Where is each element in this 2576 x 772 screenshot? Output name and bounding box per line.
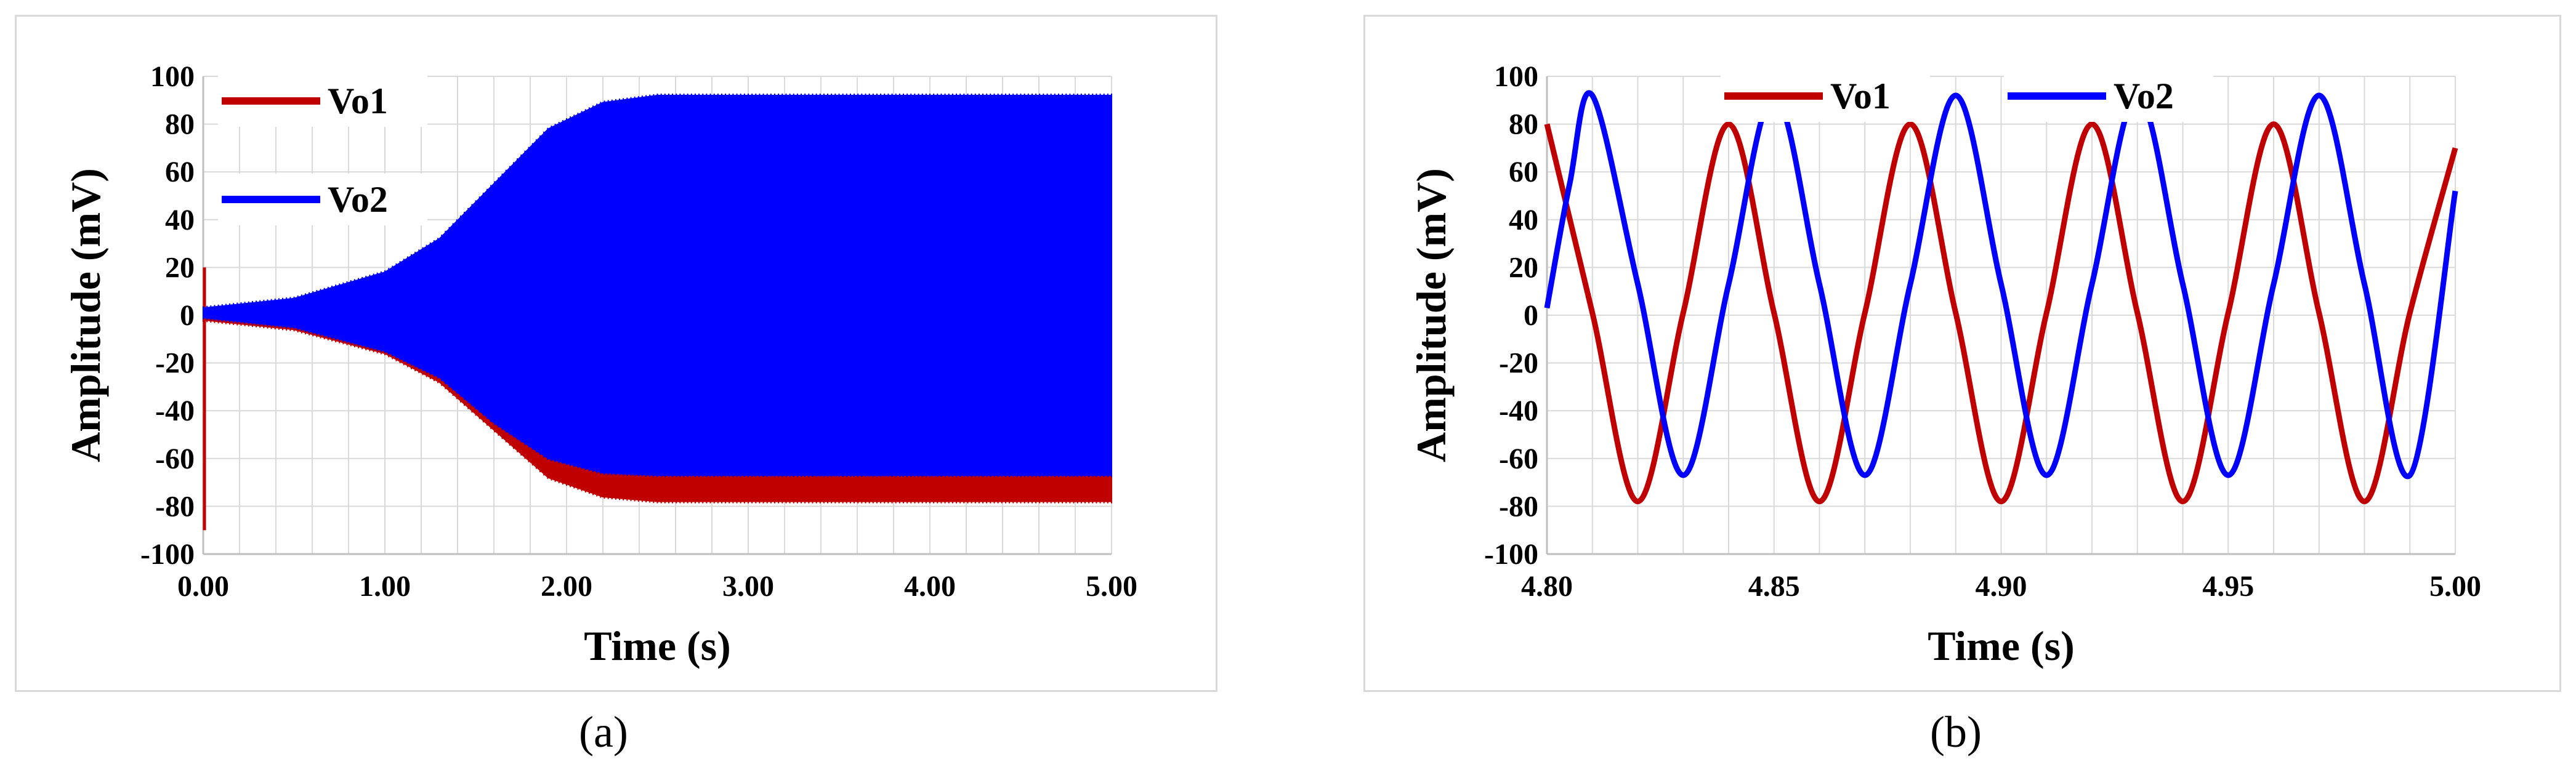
y-tick-label: 60: [165, 156, 195, 188]
y-tick-label: -100: [140, 538, 195, 571]
series-vo1-line: [1544, 121, 2458, 505]
x-tick-label: 5.00: [1086, 570, 1137, 603]
legend-label-vo1: Vo1: [328, 81, 388, 121]
y-tick-label: -40: [1499, 395, 1538, 427]
y-tick-label: 100: [150, 60, 195, 93]
y-tick-label: 20: [1509, 251, 1538, 284]
y-tick-label: 80: [1509, 108, 1538, 141]
y-tick-label: 40: [1509, 204, 1538, 236]
y-tick-label: -80: [155, 490, 195, 523]
caption-a: (a): [579, 707, 628, 757]
y-tick-label: 100: [1494, 60, 1538, 93]
legend-label-vo1: Vo1: [1830, 76, 1891, 116]
y-tick-label: -20: [155, 347, 195, 380]
y-tick-label: 60: [1509, 156, 1538, 188]
x-tick-label: 1.00: [359, 570, 411, 603]
x-axis-title: Time (s): [1928, 622, 2075, 669]
series-vo2-line: [1544, 90, 2458, 480]
caption-b: (b): [1930, 707, 1982, 757]
y-tick-label: -60: [155, 443, 195, 475]
legend-a: Vo1 Vo2: [218, 75, 427, 225]
y-tick-label: -20: [1499, 347, 1538, 380]
x-tick-label: 2.00: [541, 570, 592, 603]
x-axis-title: Time (s): [584, 622, 731, 669]
x-tick-label: 0.00: [177, 570, 229, 603]
legend-b: Vo1 Vo2: [1721, 70, 2213, 122]
y-axis-title: Amplitude (mV): [62, 168, 109, 462]
x-tick-label: 4.80: [1521, 570, 1573, 603]
y-tick-label: 0: [180, 299, 195, 332]
y-axis-title: Amplitude (mV): [1408, 168, 1455, 462]
y-tick-label: -60: [1499, 443, 1538, 475]
x-tick-label: 4.90: [1976, 570, 2027, 603]
y-tick-label: -40: [155, 395, 195, 427]
x-tick-label: 3.00: [722, 570, 774, 603]
legend-label-vo2: Vo2: [328, 179, 388, 220]
x-tick-label: 4.95: [2202, 570, 2254, 603]
series-vo2-ripples: [203, 94, 1112, 477]
y-tick-label: 0: [1524, 299, 1538, 332]
legend-label-vo2: Vo2: [2114, 76, 2174, 116]
y-tick-label: -100: [1484, 538, 1538, 571]
y-tick-label: 80: [165, 108, 195, 141]
y-tick-label: -80: [1499, 490, 1538, 523]
x-tick-label: 5.00: [2429, 570, 2481, 603]
x-tick-label: 4.85: [1748, 570, 1800, 603]
y-tick-label: 40: [165, 204, 195, 236]
x-tick-label: 4.00: [904, 570, 956, 603]
y-tick-label: 20: [165, 251, 195, 284]
